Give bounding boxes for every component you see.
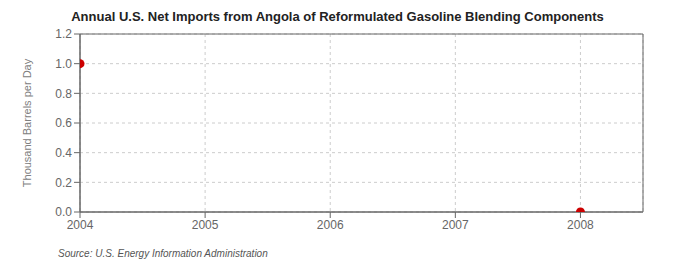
svg-text:2008: 2008 <box>567 218 594 232</box>
svg-text:2005: 2005 <box>192 218 219 232</box>
html-text:Source: U.S. Energy Informatio: Source: U.S. Energy Information Administ… <box>58 248 268 259</box>
svg-text:0.6: 0.6 <box>55 116 72 130</box>
svg-text:0.8: 0.8 <box>55 87 72 101</box>
svg-text:0.4: 0.4 <box>55 146 72 160</box>
svg-text:2004: 2004 <box>67 218 94 232</box>
svg-text:1.0: 1.0 <box>55 57 72 71</box>
svg-text:2006: 2006 <box>317 218 344 232</box>
svg-text:0.2: 0.2 <box>55 176 72 190</box>
svg-text:2007: 2007 <box>442 218 469 232</box>
svg-text:1.2: 1.2 <box>55 27 72 41</box>
svg-text:Thousand Barrels per Day: Thousand Barrels per Day <box>21 58 33 187</box>
svg-text:0.0: 0.0 <box>55 205 72 219</box>
html-text:Annual U.S. Net Imports from A: Annual U.S. Net Imports from Angola of R… <box>71 9 604 24</box>
